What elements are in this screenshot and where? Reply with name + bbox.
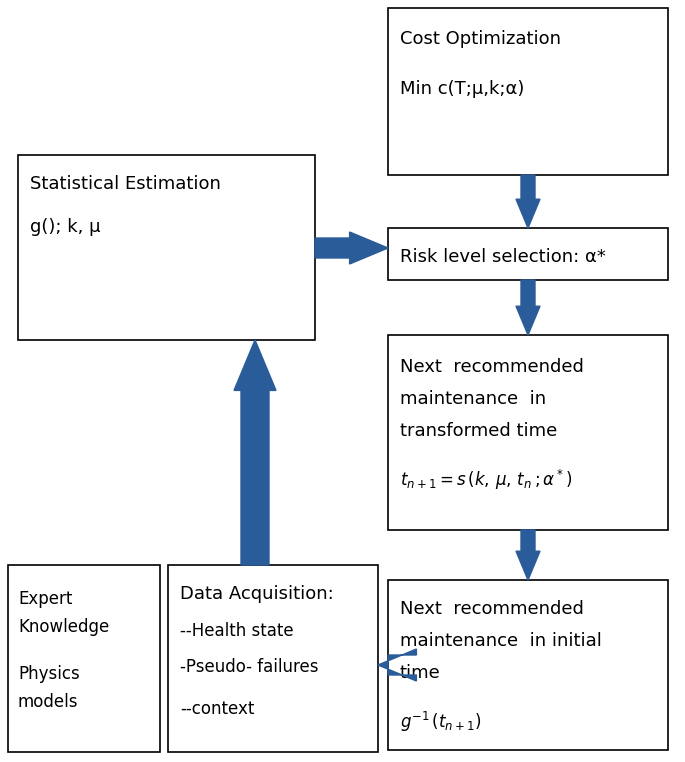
Bar	[388, 335, 668, 530]
FancyArrow shape	[315, 232, 388, 264]
Text: models: models	[18, 693, 79, 711]
Text: Data Acquisition:: Data Acquisition:	[180, 585, 334, 603]
Text: time: time	[400, 664, 440, 682]
Text: Statistical Estimation: Statistical Estimation	[30, 175, 221, 193]
Text: Min c(T;μ,k;α): Min c(T;μ,k;α)	[400, 80, 525, 98]
Bar	[388, 8, 668, 175]
FancyArrow shape	[516, 175, 540, 228]
Text: Risk level selection: α*: Risk level selection: α*	[400, 248, 606, 266]
Text: Next  recommended: Next recommended	[400, 600, 584, 618]
FancyArrow shape	[516, 530, 540, 580]
FancyArrow shape	[234, 340, 276, 565]
Text: Knowledge: Knowledge	[18, 618, 109, 636]
FancyArrow shape	[378, 649, 416, 681]
Text: Expert: Expert	[18, 590, 73, 608]
Text: -Pseudo- failures: -Pseudo- failures	[180, 658, 319, 676]
Text: Cost Optimization: Cost Optimization	[400, 30, 561, 48]
Text: $g^{-1}\,(t_{n+1})$: $g^{-1}\,(t_{n+1})$	[400, 710, 482, 734]
Text: --Health state: --Health state	[180, 622, 294, 640]
Bar	[388, 228, 668, 280]
Text: --context: --context	[180, 700, 254, 718]
Text: g(); k, μ: g(); k, μ	[30, 218, 101, 236]
Text: transformed time: transformed time	[400, 422, 558, 440]
FancyArrow shape	[516, 280, 540, 335]
Bar	[8, 565, 160, 752]
Text: maintenance  in initial: maintenance in initial	[400, 632, 602, 650]
Text: maintenance  in: maintenance in	[400, 390, 546, 408]
Bar	[388, 580, 668, 750]
Text: Physics: Physics	[18, 665, 79, 683]
Bar	[168, 565, 378, 752]
Text: $t_{n+1} = s\,(k,\,\mu,\,t_n\,;\alpha^*)$: $t_{n+1} = s\,(k,\,\mu,\,t_n\,;\alpha^*)…	[400, 468, 573, 492]
Bar	[18, 155, 315, 340]
Text: Next  recommended: Next recommended	[400, 358, 584, 376]
